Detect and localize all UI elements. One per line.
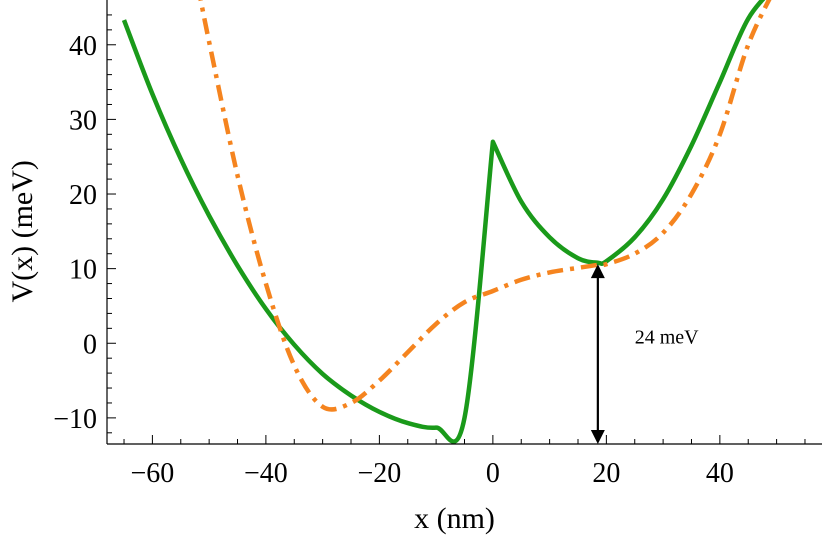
x-tick-label: −40 xyxy=(244,458,288,489)
series-line-1 xyxy=(121,0,766,444)
x-tick-label: 0 xyxy=(486,458,500,489)
arrow-head-top xyxy=(590,264,605,279)
x-axis-label: x (nm) xyxy=(414,502,495,535)
y-tick-label: 0 xyxy=(83,329,97,360)
energy-gap-label: 24 meV xyxy=(635,326,699,348)
y-tick-label: 10 xyxy=(69,255,97,286)
x-tick-label: −60 xyxy=(130,458,174,489)
x-tick-label: 20 xyxy=(592,458,620,489)
y-tick-label: 40 xyxy=(69,31,97,62)
x-tick-label: −20 xyxy=(357,458,401,489)
ticks-layer: −60 −40 −20 0 20 40 −10 0 10 20 30 40 xyxy=(53,14,806,489)
y-axis-label: V(x) (meV) xyxy=(6,160,39,302)
series-layer xyxy=(121,0,772,444)
y-tick-label: 30 xyxy=(69,105,97,136)
series-line-2 xyxy=(198,0,772,412)
frame-layer xyxy=(106,0,822,445)
y-tick-label: −10 xyxy=(53,404,97,435)
annotation-layer: 24 meV xyxy=(590,264,699,444)
arrow-head-bottom xyxy=(590,430,605,444)
y-tick-label: 20 xyxy=(69,180,97,211)
x-tick-label: 40 xyxy=(706,458,734,489)
